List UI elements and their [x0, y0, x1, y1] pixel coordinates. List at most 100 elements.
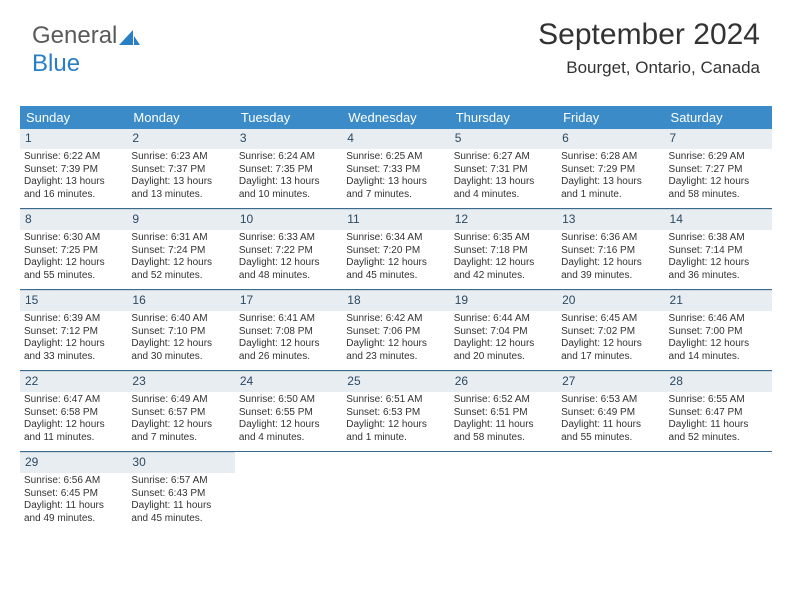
- day-detail: Daylight: 12 hours: [561, 338, 660, 351]
- day-detail: and 13 minutes.: [131, 189, 230, 202]
- day-detail: Sunrise: 6:47 AM: [24, 394, 123, 407]
- day-cell: [665, 452, 772, 532]
- day-detail: and 30 minutes.: [131, 351, 230, 364]
- day-detail: Daylight: 12 hours: [131, 257, 230, 270]
- day-detail: Sunset: 7:27 PM: [669, 164, 768, 177]
- day-detail: Sunrise: 6:27 AM: [454, 151, 553, 164]
- day-detail: and 4 minutes.: [454, 189, 553, 202]
- day-cell: 23Sunrise: 6:49 AMSunset: 6:57 PMDayligh…: [127, 371, 234, 451]
- day-detail: Daylight: 13 hours: [131, 176, 230, 189]
- page-title: September 2024: [538, 18, 760, 52]
- day-detail: and 14 minutes.: [669, 351, 768, 364]
- day-detail: Daylight: 12 hours: [239, 419, 338, 432]
- day-detail: Sunset: 6:49 PM: [561, 407, 660, 420]
- day-number: 29: [25, 455, 38, 469]
- day-number: 11: [347, 212, 359, 226]
- location-text: Bourget, Ontario, Canada: [538, 58, 760, 78]
- logo-sail-icon: [119, 28, 141, 46]
- week-row: 1Sunrise: 6:22 AMSunset: 7:39 PMDaylight…: [20, 129, 772, 208]
- day-detail: Daylight: 12 hours: [454, 338, 553, 351]
- day-detail: Sunset: 7:04 PM: [454, 326, 553, 339]
- day-detail: Sunset: 6:45 PM: [24, 488, 123, 501]
- calendar: Sunday Monday Tuesday Wednesday Thursday…: [20, 106, 772, 532]
- day-detail: Daylight: 11 hours: [669, 419, 768, 432]
- day-detail: Sunset: 7:22 PM: [239, 245, 338, 258]
- day-detail: Daylight: 12 hours: [346, 338, 445, 351]
- day-cell: 12Sunrise: 6:35 AMSunset: 7:18 PMDayligh…: [450, 209, 557, 289]
- day-detail: Daylight: 12 hours: [561, 257, 660, 270]
- day-detail: Sunset: 7:31 PM: [454, 164, 553, 177]
- day-detail: Sunset: 7:02 PM: [561, 326, 660, 339]
- day-detail: Sunset: 7:00 PM: [669, 326, 768, 339]
- day-number: 1: [25, 131, 32, 145]
- day-detail: Sunset: 7:10 PM: [131, 326, 230, 339]
- day-detail: Daylight: 13 hours: [24, 176, 123, 189]
- day-cell: 20Sunrise: 6:45 AMSunset: 7:02 PMDayligh…: [557, 290, 664, 370]
- day-detail: Sunrise: 6:52 AM: [454, 394, 553, 407]
- day-header-row: Sunday Monday Tuesday Wednesday Thursday…: [20, 106, 772, 129]
- day-detail: Sunrise: 6:57 AM: [131, 475, 230, 488]
- day-detail: Sunset: 7:14 PM: [669, 245, 768, 258]
- day-detail: Sunset: 7:20 PM: [346, 245, 445, 258]
- day-detail: Sunset: 6:47 PM: [669, 407, 768, 420]
- week-row: 29Sunrise: 6:56 AMSunset: 6:45 PMDayligh…: [20, 451, 772, 532]
- day-cell: 8Sunrise: 6:30 AMSunset: 7:25 PMDaylight…: [20, 209, 127, 289]
- day-detail: Sunrise: 6:24 AM: [239, 151, 338, 164]
- day-detail: Sunrise: 6:36 AM: [561, 232, 660, 245]
- day-number: 4: [347, 131, 354, 145]
- day-detail: Daylight: 12 hours: [346, 257, 445, 270]
- day-cell: 14Sunrise: 6:38 AMSunset: 7:14 PMDayligh…: [665, 209, 772, 289]
- day-number: 18: [347, 293, 360, 307]
- day-detail: Daylight: 12 hours: [454, 257, 553, 270]
- day-detail: Daylight: 13 hours: [239, 176, 338, 189]
- day-number: 13: [562, 212, 575, 226]
- day-cell: 4Sunrise: 6:25 AMSunset: 7:33 PMDaylight…: [342, 129, 449, 208]
- day-detail: Sunset: 6:57 PM: [131, 407, 230, 420]
- day-number: 15: [25, 293, 38, 307]
- day-detail: Sunrise: 6:28 AM: [561, 151, 660, 164]
- day-detail: Daylight: 12 hours: [669, 176, 768, 189]
- header: September 2024 Bourget, Ontario, Canada: [538, 18, 760, 78]
- day-detail: and 11 minutes.: [24, 432, 123, 445]
- day-detail: Daylight: 13 hours: [454, 176, 553, 189]
- day-detail: Sunset: 6:43 PM: [131, 488, 230, 501]
- day-detail: Sunrise: 6:45 AM: [561, 313, 660, 326]
- day-detail: and 45 minutes.: [346, 270, 445, 283]
- day-detail: Sunrise: 6:22 AM: [24, 151, 123, 164]
- day-header: Tuesday: [235, 106, 342, 129]
- day-detail: and 7 minutes.: [131, 432, 230, 445]
- day-cell: 16Sunrise: 6:40 AMSunset: 7:10 PMDayligh…: [127, 290, 234, 370]
- logo: General Blue: [32, 22, 141, 78]
- day-detail: Daylight: 12 hours: [24, 338, 123, 351]
- day-cell: 26Sunrise: 6:52 AMSunset: 6:51 PMDayligh…: [450, 371, 557, 451]
- day-cell: 11Sunrise: 6:34 AMSunset: 7:20 PMDayligh…: [342, 209, 449, 289]
- day-detail: Sunset: 7:29 PM: [561, 164, 660, 177]
- day-number: 10: [240, 212, 253, 226]
- day-cell: 13Sunrise: 6:36 AMSunset: 7:16 PMDayligh…: [557, 209, 664, 289]
- day-cell: 7Sunrise: 6:29 AMSunset: 7:27 PMDaylight…: [665, 129, 772, 208]
- day-cell: 9Sunrise: 6:31 AMSunset: 7:24 PMDaylight…: [127, 209, 234, 289]
- day-header: Thursday: [450, 106, 557, 129]
- day-detail: Daylight: 12 hours: [131, 338, 230, 351]
- day-number: 5: [455, 131, 462, 145]
- day-detail: Sunrise: 6:29 AM: [669, 151, 768, 164]
- day-cell: 28Sunrise: 6:55 AMSunset: 6:47 PMDayligh…: [665, 371, 772, 451]
- day-detail: and 33 minutes.: [24, 351, 123, 364]
- day-detail: and 17 minutes.: [561, 351, 660, 364]
- day-detail: Daylight: 11 hours: [561, 419, 660, 432]
- day-detail: Sunrise: 6:40 AM: [131, 313, 230, 326]
- day-cell: 21Sunrise: 6:46 AMSunset: 7:00 PMDayligh…: [665, 290, 772, 370]
- day-detail: Sunset: 6:53 PM: [346, 407, 445, 420]
- day-number: 9: [132, 212, 139, 226]
- day-detail: Sunrise: 6:31 AM: [131, 232, 230, 245]
- day-cell: 19Sunrise: 6:44 AMSunset: 7:04 PMDayligh…: [450, 290, 557, 370]
- day-number: 21: [670, 293, 683, 307]
- day-cell: 24Sunrise: 6:50 AMSunset: 6:55 PMDayligh…: [235, 371, 342, 451]
- day-detail: and 48 minutes.: [239, 270, 338, 283]
- day-number: 14: [670, 212, 683, 226]
- day-header: Wednesday: [342, 106, 449, 129]
- day-cell: [342, 452, 449, 532]
- day-detail: Daylight: 11 hours: [24, 500, 123, 513]
- day-detail: and 45 minutes.: [131, 513, 230, 526]
- day-detail: and 52 minutes.: [669, 432, 768, 445]
